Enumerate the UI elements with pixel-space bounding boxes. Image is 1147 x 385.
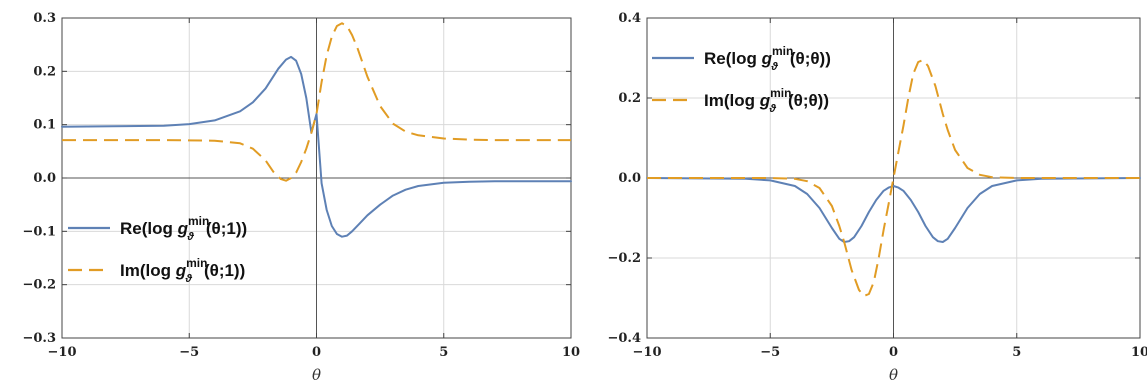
legend-entry: Im(log gmin ϑ (θ;1)) [68, 256, 245, 285]
y-tick-label: −0.4 [607, 331, 641, 346]
legend-args: (θ;θ)) [790, 49, 831, 68]
legend-prefix: Re(log [120, 219, 178, 238]
legend-fn: g [761, 49, 773, 68]
y-tick-label: 0.1 [33, 118, 56, 133]
x-tick-label: −10 [48, 345, 77, 360]
x-tick-label: −5 [179, 345, 199, 360]
x-tick-label: 10 [1131, 345, 1147, 360]
y-tick-label: 0.3 [33, 11, 56, 26]
series-line-re [61, 55, 572, 238]
legend-label: Re(log gmin ϑ (θ;θ)) [704, 44, 831, 73]
legend-entry: Re(log gmin ϑ (θ;1)) [68, 214, 247, 243]
y-tick-label: 0.0 [618, 171, 641, 186]
legend-sub: ϑ [186, 231, 194, 243]
series-line-im [62, 22, 571, 182]
y-tick-label: −0.3 [22, 331, 56, 346]
y-tick-label: 0.2 [618, 91, 641, 106]
y-tick-label: −0.2 [607, 251, 641, 266]
x-tick-label: 10 [562, 345, 580, 360]
x-axis-title: θ [312, 366, 321, 384]
legend-prefix: Im(log [120, 261, 176, 280]
legend-args: (θ;1)) [206, 219, 247, 238]
legend-args: (θ;1)) [204, 261, 245, 280]
legend-label: Re(log gmin ϑ (θ;1)) [120, 214, 247, 243]
y-tick-label: 0.0 [33, 171, 56, 186]
y-tick-label: 0.4 [618, 11, 641, 26]
y-tick-label: −0.2 [22, 278, 56, 293]
legend-sub: ϑ [770, 61, 778, 73]
legend-sup: min [772, 44, 793, 58]
legend-entry: Re(log gmin ϑ (θ;θ)) [652, 44, 831, 73]
legend-sup: min [770, 86, 791, 100]
y-tick-label: 0.2 [33, 64, 56, 79]
legend-prefix: Im(log [704, 91, 760, 110]
x-tick-label: −10 [633, 345, 662, 360]
chart-panel-1: −10 −5 0 5 10 −0.3 −0.2 −0.1 0.0 0.1 0.2 0.3 θ Re(log… [22, 11, 580, 384]
legend-label: Im(log gmin ϑ (θ;1)) [120, 256, 245, 285]
legend-prefix: Re(log [704, 49, 762, 68]
legend-fn: g [175, 261, 187, 280]
x-tick-label: −5 [760, 345, 780, 360]
x-axis-title: θ [889, 366, 898, 384]
legend-sup: min [186, 256, 207, 270]
legend-args: (θ;θ)) [788, 91, 829, 110]
legend-fn: g [759, 91, 771, 110]
x-tick-label: 0 [312, 345, 321, 360]
legend-sub: ϑ [768, 103, 776, 115]
legend-entry: Im(log gmin ϑ (θ;θ)) [652, 86, 829, 115]
x-tick-label: 0 [889, 345, 898, 360]
legend-fn: g [177, 219, 189, 238]
x-tick-label: 5 [1012, 345, 1021, 360]
legend-sup: min [188, 214, 209, 228]
legend-sub: ϑ [184, 273, 192, 285]
series-line-re [646, 177, 1141, 243]
legend-label: Im(log gmin ϑ (θ;θ)) [704, 86, 829, 115]
y-tick-label: −0.1 [22, 224, 56, 239]
x-tick-label: 5 [439, 345, 448, 360]
